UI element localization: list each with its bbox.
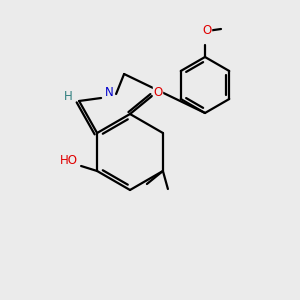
Text: H: H — [64, 89, 73, 103]
Text: HO: HO — [60, 154, 78, 167]
Text: N: N — [105, 86, 113, 100]
Text: O: O — [153, 85, 163, 98]
Text: O: O — [202, 25, 211, 38]
